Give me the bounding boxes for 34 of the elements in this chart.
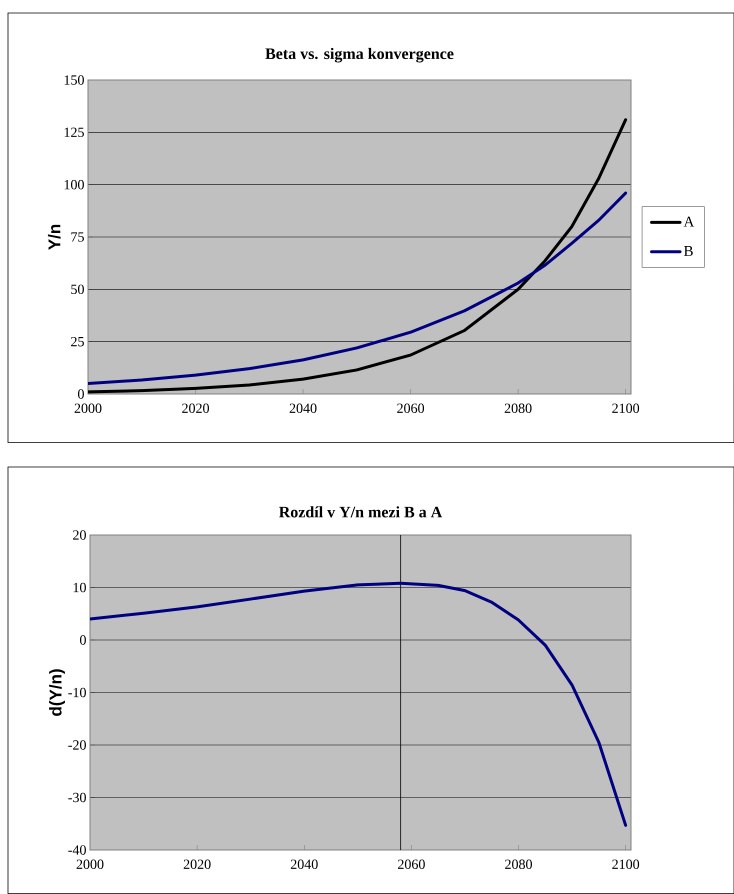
x-tick-label: 2100 bbox=[612, 860, 639, 869]
x-tick-label: 2000 bbox=[74, 404, 102, 413]
x-tick-label: 2060 bbox=[398, 860, 425, 869]
y-tick-label: 150 bbox=[64, 75, 84, 85]
y-axis-title: d(Y/n) bbox=[48, 669, 65, 716]
y-tick-label: -30 bbox=[68, 792, 86, 802]
y-axis-title: Y/n bbox=[48, 224, 60, 250]
x-tick-label: 2080 bbox=[504, 860, 532, 869]
x-tick-label: 2000 bbox=[76, 860, 104, 869]
y-tick-label: 100 bbox=[64, 180, 84, 190]
y-tick-label: 0 bbox=[80, 635, 86, 645]
x-tick-label: 2020 bbox=[182, 404, 209, 413]
y-tick-label: 50 bbox=[71, 284, 84, 294]
y-tick-label: -10 bbox=[68, 688, 86, 698]
y-tick-label: -40 bbox=[68, 845, 86, 855]
x-tick-label: 2040 bbox=[290, 860, 318, 869]
legend-label: B bbox=[684, 246, 693, 256]
x-tick-label: 2040 bbox=[289, 404, 316, 413]
line-series bbox=[90, 582, 627, 827]
chart-title: Beta vs. sigma konvergence bbox=[265, 48, 454, 62]
y-tick-label: -20 bbox=[68, 740, 86, 750]
y-tick-label: 0 bbox=[78, 389, 84, 399]
y-tick-label: 20 bbox=[72, 530, 86, 540]
y-tick-label: 10 bbox=[74, 582, 86, 592]
x-tick-label: 2100 bbox=[612, 404, 639, 413]
line-series bbox=[88, 192, 627, 386]
y-tick-label: 125 bbox=[64, 128, 84, 138]
x-tick-label: 2060 bbox=[396, 404, 424, 413]
x-tick-label: 2020 bbox=[184, 860, 210, 869]
chart-title: Rozdíl v Y/n mezi B a A bbox=[278, 506, 442, 518]
x-tick-label: 2080 bbox=[504, 404, 532, 413]
y-tick-label: 25 bbox=[70, 336, 84, 346]
y-tick-label: 75 bbox=[71, 232, 84, 242]
legend-label: A bbox=[683, 216, 694, 227]
